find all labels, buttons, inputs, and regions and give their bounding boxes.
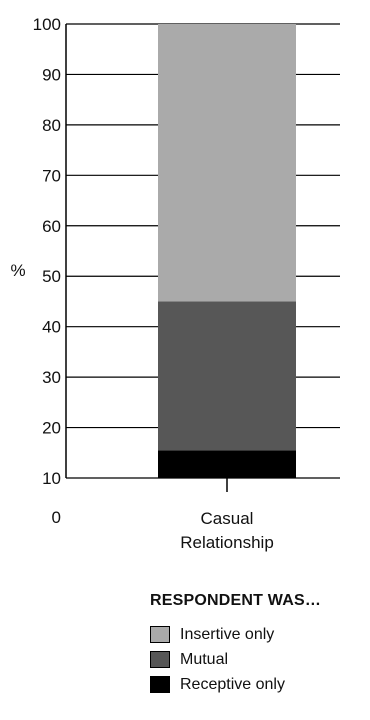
legend-label: Mutual xyxy=(180,650,229,668)
y-tick-label-20: 20 xyxy=(42,419,61,438)
bar-segment-mutual xyxy=(158,301,296,451)
y-tick-label-90: 90 xyxy=(42,65,61,84)
legend-items: Insertive only Mutual Receptive only xyxy=(150,622,360,697)
legend-swatch xyxy=(150,626,170,643)
y-tick-label-30: 30 xyxy=(42,368,61,387)
y-tick-label-0: 0 xyxy=(52,508,61,527)
legend-title: RESPONDENT WAS… xyxy=(150,592,322,609)
y-tick-label-80: 80 xyxy=(42,116,61,135)
category-label: Casual Relationship xyxy=(180,509,274,552)
y-unit-label: % xyxy=(10,261,25,280)
legend-label: Receptive only xyxy=(180,675,285,693)
legend: RESPONDENT WAS… Insertive only Mutual Rece… xyxy=(150,592,360,697)
bar-stack xyxy=(158,24,296,478)
y-axis xyxy=(65,24,228,492)
legend-swatch xyxy=(150,676,170,693)
legend-item-mutual: Mutual xyxy=(150,647,360,672)
legend-swatch xyxy=(150,651,170,668)
y-tick-label-10: 10 xyxy=(42,469,61,488)
bar-segment-insertive-only xyxy=(158,24,296,302)
y-tick-label-40: 40 xyxy=(42,318,61,337)
y-tick-label-50: 50 xyxy=(42,267,61,286)
y-tick-label-70: 70 xyxy=(42,166,61,185)
axis-labels: 10 20 30 40 50 60 70 80 90 100 0% Casual Relationshi… xyxy=(10,15,273,552)
legend-label: Insertive only xyxy=(180,625,275,643)
legend-item-insertive-only: Insertive only xyxy=(150,622,360,647)
legend-item-receptive-only: Receptive only xyxy=(150,672,360,697)
bar-segment-receptive-only xyxy=(158,450,296,478)
y-tick-label-60: 60 xyxy=(42,217,61,236)
y-tick-label-100: 100 xyxy=(33,15,61,34)
